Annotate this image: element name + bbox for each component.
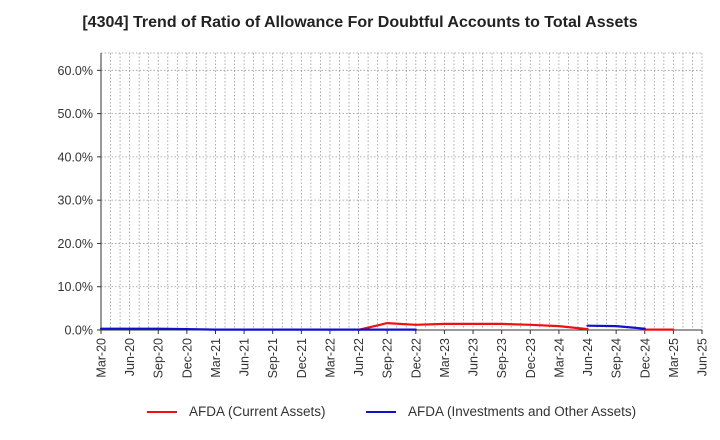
x-tick-label-16: Mar-24: [552, 338, 566, 378]
x-tick-label-21: Jun-25: [696, 338, 710, 376]
x-tick-label-9: Jun-22: [352, 338, 366, 376]
series-line-1-segment-1: [586, 324, 646, 330]
y-tick-label-5: 50.0%: [58, 107, 93, 121]
x-tick-label-7: Dec-21: [295, 338, 309, 378]
legend-label-investments: AFDA (Investments and Other Assets): [408, 404, 637, 419]
y-tick-label-2: 20.0%: [58, 237, 93, 251]
x-tick-label-6: Sep-21: [266, 338, 280, 378]
x-tick-label-20: Mar-25: [667, 338, 681, 378]
x-tick-label-10: Sep-22: [381, 338, 395, 378]
x-tick-label-11: Dec-22: [409, 338, 423, 378]
x-tick-label-13: Jun-23: [467, 338, 481, 376]
plot-background: [101, 53, 702, 330]
chart-title: [4304] Trend of Ratio of Allowance For D…: [82, 14, 638, 31]
series-line-0-segment-0: [357, 322, 589, 331]
x-tick-label-8: Mar-22: [323, 338, 337, 378]
x-tick-label-19: Dec-24: [638, 338, 652, 378]
x-tick-label-5: Jun-21: [238, 338, 252, 376]
x-tick-label-2: Sep-20: [152, 338, 166, 378]
legend-swatch-investments: [366, 410, 396, 413]
x-tick-label-3: Dec-20: [180, 338, 194, 378]
x-tick-label-15: Dec-23: [524, 338, 538, 378]
x-tick-label-4: Mar-21: [209, 338, 223, 378]
x-tick-label-0: Mar-20: [95, 338, 109, 378]
y-tick-label-1: 10.0%: [58, 280, 93, 294]
series-line-1-segment-0: [99, 327, 417, 331]
x-tick-label-17: Jun-24: [581, 338, 595, 376]
y-tick-label-4: 40.0%: [58, 150, 93, 164]
y-tick-label-3: 30.0%: [58, 194, 93, 208]
x-tick-label-12: Mar-23: [438, 338, 452, 378]
x-tick-label-14: Sep-23: [495, 338, 509, 378]
legend-item-investments: AFDA (Investments and Other Assets): [366, 404, 636, 419]
x-tick-label-18: Sep-24: [610, 338, 624, 378]
legend-label-current-assets: AFDA (Current Assets): [189, 404, 326, 419]
legend: AFDA (Current Assets) AFDA (Investments …: [0, 404, 720, 426]
x-tick-label-1: Jun-20: [123, 338, 137, 376]
y-tick-label-0: 0.0%: [65, 324, 94, 338]
legend-item-current-assets: AFDA (Current Assets): [147, 404, 326, 419]
legend-swatch-current-assets: [147, 410, 177, 413]
y-tick-label-6: 60.0%: [58, 64, 93, 78]
